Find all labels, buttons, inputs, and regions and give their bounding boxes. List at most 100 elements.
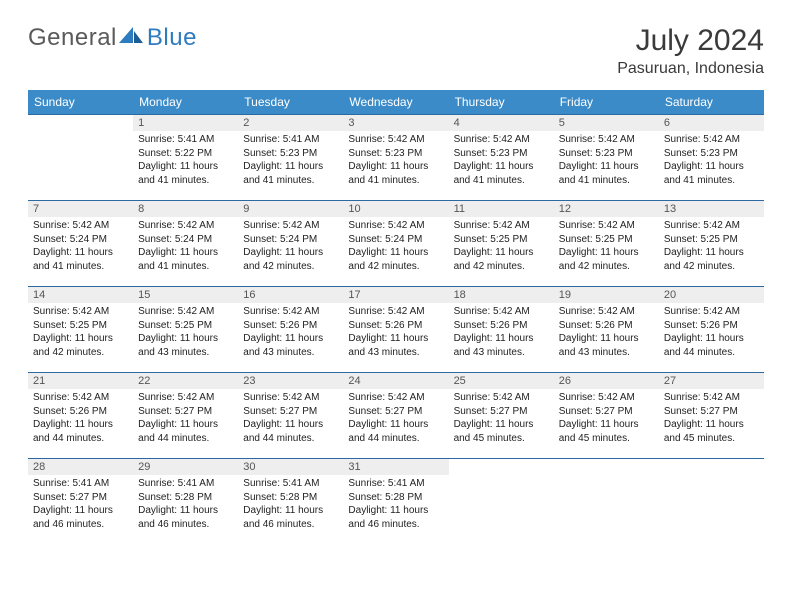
cell-body: Sunrise: 5:42 AMSunset: 5:25 PMDaylight:… [659,217,764,277]
month-title: July 2024 [617,24,764,58]
sunrise-text: Sunrise: 5:42 AM [33,219,128,233]
day-number: 24 [343,373,448,389]
day-number: 19 [554,287,659,303]
calendar-cell [28,115,133,201]
daylight-text: Daylight: 11 hours and 43 minutes. [559,332,654,359]
sunset-text: Sunset: 5:28 PM [243,491,338,505]
calendar-cell: 29Sunrise: 5:41 AMSunset: 5:28 PMDayligh… [133,459,238,545]
sunrise-text: Sunrise: 5:42 AM [348,305,443,319]
day-number: 18 [449,287,554,303]
day-number [28,115,133,119]
calendar-cell: 27Sunrise: 5:42 AMSunset: 5:27 PMDayligh… [659,373,764,459]
cell-body: Sunrise: 5:42 AMSunset: 5:24 PMDaylight:… [133,217,238,277]
sunrise-text: Sunrise: 5:42 AM [454,305,549,319]
calendar-cell: 6Sunrise: 5:42 AMSunset: 5:23 PMDaylight… [659,115,764,201]
day-number: 25 [449,373,554,389]
daylight-text: Daylight: 11 hours and 45 minutes. [454,418,549,445]
sunrise-text: Sunrise: 5:42 AM [559,133,654,147]
daylight-text: Daylight: 11 hours and 45 minutes. [559,418,654,445]
cell-body: Sunrise: 5:41 AMSunset: 5:28 PMDaylight:… [343,475,448,535]
sunrise-text: Sunrise: 5:42 AM [243,219,338,233]
cell-body: Sunrise: 5:42 AMSunset: 5:26 PMDaylight:… [238,303,343,363]
cell-body: Sunrise: 5:42 AMSunset: 5:27 PMDaylight:… [343,389,448,449]
sunrise-text: Sunrise: 5:42 AM [664,305,759,319]
sunset-text: Sunset: 5:23 PM [664,147,759,161]
calendar-cell: 18Sunrise: 5:42 AMSunset: 5:26 PMDayligh… [449,287,554,373]
sunset-text: Sunset: 5:27 PM [33,491,128,505]
calendar-cell: 17Sunrise: 5:42 AMSunset: 5:26 PMDayligh… [343,287,448,373]
weekday-header: Thursday [449,90,554,115]
cell-body: Sunrise: 5:42 AMSunset: 5:26 PMDaylight:… [28,389,133,449]
day-number [659,459,764,463]
daylight-text: Daylight: 11 hours and 42 minutes. [33,332,128,359]
daylight-text: Daylight: 11 hours and 44 minutes. [138,418,233,445]
calendar-week-row: 21Sunrise: 5:42 AMSunset: 5:26 PMDayligh… [28,373,764,459]
cell-body: Sunrise: 5:42 AMSunset: 5:25 PMDaylight:… [554,217,659,277]
calendar-cell: 22Sunrise: 5:42 AMSunset: 5:27 PMDayligh… [133,373,238,459]
sunset-text: Sunset: 5:26 PM [559,319,654,333]
sunrise-text: Sunrise: 5:42 AM [454,133,549,147]
calendar-cell: 3Sunrise: 5:42 AMSunset: 5:23 PMDaylight… [343,115,448,201]
calendar-cell: 16Sunrise: 5:42 AMSunset: 5:26 PMDayligh… [238,287,343,373]
sunset-text: Sunset: 5:27 PM [664,405,759,419]
sunset-text: Sunset: 5:25 PM [664,233,759,247]
day-number: 9 [238,201,343,217]
sunset-text: Sunset: 5:22 PM [138,147,233,161]
weekday-header: Sunday [28,90,133,115]
cell-body: Sunrise: 5:41 AMSunset: 5:22 PMDaylight:… [133,131,238,191]
sunrise-text: Sunrise: 5:41 AM [33,477,128,491]
day-number: 12 [554,201,659,217]
day-number: 17 [343,287,448,303]
calendar-cell: 20Sunrise: 5:42 AMSunset: 5:26 PMDayligh… [659,287,764,373]
daylight-text: Daylight: 11 hours and 44 minutes. [664,332,759,359]
sunset-text: Sunset: 5:26 PM [33,405,128,419]
day-number: 15 [133,287,238,303]
cell-body: Sunrise: 5:42 AMSunset: 5:23 PMDaylight:… [659,131,764,191]
day-number: 21 [28,373,133,389]
daylight-text: Daylight: 11 hours and 44 minutes. [33,418,128,445]
calendar-cell [449,459,554,545]
day-number: 14 [28,287,133,303]
sunrise-text: Sunrise: 5:42 AM [138,219,233,233]
cell-body: Sunrise: 5:42 AMSunset: 5:27 PMDaylight:… [238,389,343,449]
sunset-text: Sunset: 5:24 PM [243,233,338,247]
day-number: 28 [28,459,133,475]
sunrise-text: Sunrise: 5:42 AM [243,391,338,405]
sunset-text: Sunset: 5:24 PM [348,233,443,247]
day-number: 31 [343,459,448,475]
calendar-cell: 5Sunrise: 5:42 AMSunset: 5:23 PMDaylight… [554,115,659,201]
sunset-text: Sunset: 5:26 PM [454,319,549,333]
daylight-text: Daylight: 11 hours and 42 minutes. [664,246,759,273]
sunrise-text: Sunrise: 5:42 AM [138,305,233,319]
day-number: 1 [133,115,238,131]
logo-text-blue: Blue [147,24,197,52]
day-number: 3 [343,115,448,131]
sunrise-text: Sunrise: 5:42 AM [454,219,549,233]
day-number [449,459,554,463]
sunrise-text: Sunrise: 5:42 AM [348,133,443,147]
cell-body: Sunrise: 5:42 AMSunset: 5:24 PMDaylight:… [343,217,448,277]
calendar-cell: 28Sunrise: 5:41 AMSunset: 5:27 PMDayligh… [28,459,133,545]
cell-body: Sunrise: 5:42 AMSunset: 5:23 PMDaylight:… [449,131,554,191]
calendar-cell: 10Sunrise: 5:42 AMSunset: 5:24 PMDayligh… [343,201,448,287]
cell-body: Sunrise: 5:42 AMSunset: 5:26 PMDaylight:… [659,303,764,363]
sunrise-text: Sunrise: 5:42 AM [138,391,233,405]
calendar-cell: 7Sunrise: 5:42 AMSunset: 5:24 PMDaylight… [28,201,133,287]
daylight-text: Daylight: 11 hours and 44 minutes. [348,418,443,445]
calendar-cell [554,459,659,545]
day-number: 8 [133,201,238,217]
sunrise-text: Sunrise: 5:42 AM [33,305,128,319]
weekday-header: Saturday [659,90,764,115]
day-number: 11 [449,201,554,217]
calendar-cell: 30Sunrise: 5:41 AMSunset: 5:28 PMDayligh… [238,459,343,545]
sunrise-text: Sunrise: 5:41 AM [243,477,338,491]
calendar-cell: 21Sunrise: 5:42 AMSunset: 5:26 PMDayligh… [28,373,133,459]
cell-body: Sunrise: 5:42 AMSunset: 5:25 PMDaylight:… [449,217,554,277]
sunset-text: Sunset: 5:23 PM [559,147,654,161]
cell-body: Sunrise: 5:42 AMSunset: 5:26 PMDaylight:… [554,303,659,363]
daylight-text: Daylight: 11 hours and 41 minutes. [138,160,233,187]
daylight-text: Daylight: 11 hours and 41 minutes. [559,160,654,187]
sunset-text: Sunset: 5:26 PM [664,319,759,333]
day-number [554,459,659,463]
header: General Blue July 2024 Pasuruan, Indones… [28,24,764,78]
